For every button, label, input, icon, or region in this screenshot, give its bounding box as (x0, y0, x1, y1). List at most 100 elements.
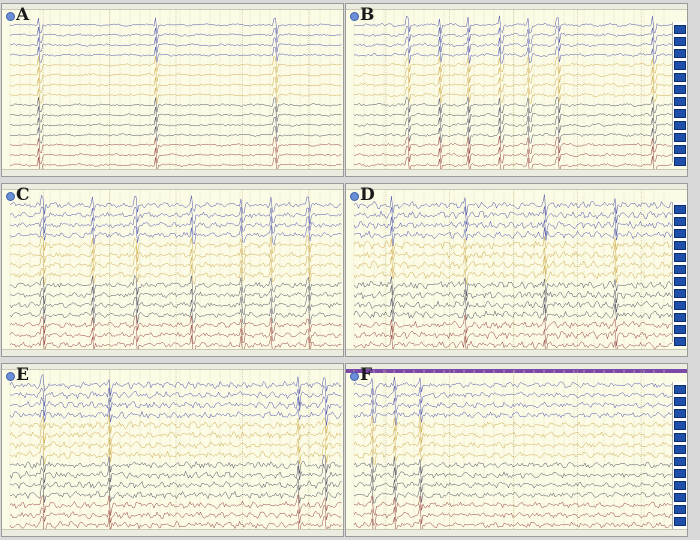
eeg-channel-trace (9, 505, 342, 524)
view-mode-icon[interactable] (6, 372, 15, 381)
eeg-channel-trace (353, 495, 673, 517)
eeg-channel-trace (353, 425, 673, 444)
view-mode-icon[interactable] (350, 192, 359, 201)
status-bar (2, 529, 343, 536)
montage-button[interactable] (674, 109, 686, 118)
montage-button[interactable] (674, 397, 686, 406)
eeg-channel-trace (9, 424, 342, 445)
eeg-channel-trace (9, 194, 342, 215)
eeg-channel-trace (10, 147, 342, 164)
status-bar (346, 529, 687, 536)
panel-label: E (16, 365, 29, 385)
eeg-channel-trace (9, 407, 342, 426)
eeg-channel-trace (9, 55, 342, 73)
montage-button[interactable] (674, 205, 686, 214)
panel-label: C (16, 185, 30, 205)
montage-button[interactable] (674, 517, 686, 526)
eeg-channel-trace (353, 156, 673, 174)
montage-button[interactable] (674, 421, 686, 430)
montage-button[interactable] (674, 253, 686, 262)
eeg-panel-a: A (1, 3, 344, 177)
montage-button[interactable] (674, 97, 686, 106)
eeg-channel-trace (353, 136, 673, 155)
eeg-channel-trace (9, 515, 342, 536)
montage-button[interactable] (674, 265, 686, 274)
eeg-channel-trace (353, 445, 673, 466)
eeg-channel-trace (353, 304, 673, 322)
eeg-channel-trace (9, 157, 342, 174)
eeg-channel-trace (353, 504, 673, 526)
montage-button[interactable] (674, 505, 686, 514)
montage-button[interactable] (674, 445, 686, 454)
view-mode-icon[interactable] (6, 12, 15, 21)
eeg-channel-trace (353, 466, 673, 483)
eeg-channel-trace (9, 76, 342, 93)
montage-button[interactable] (674, 61, 686, 70)
eeg-channel-trace (353, 216, 673, 236)
eeg-channel-trace (9, 254, 342, 275)
montage-button[interactable] (674, 49, 686, 58)
eeg-channel-trace (9, 294, 342, 316)
montage-button[interactable] (674, 313, 686, 322)
montage-button[interactable] (674, 457, 686, 466)
eeg-channel-trace (353, 398, 673, 415)
montage-button[interactable] (674, 25, 686, 34)
view-mode-icon[interactable] (350, 12, 359, 21)
montage-button[interactable] (674, 217, 686, 226)
eeg-trace-area (9, 10, 342, 174)
montage-button[interactable] (674, 145, 686, 154)
eeg-channel-trace (9, 373, 342, 396)
montage-button[interactable] (674, 289, 686, 298)
montage-button[interactable] (674, 409, 686, 418)
montage-button[interactable] (674, 469, 686, 478)
eeg-channel-trace (9, 476, 342, 492)
montage-button[interactable] (674, 85, 686, 94)
eeg-channel-trace (353, 456, 673, 476)
montage-button[interactable] (674, 37, 686, 46)
montage-button[interactable] (674, 277, 686, 286)
eeg-channel-trace (9, 315, 342, 336)
eeg-trace-area (9, 370, 342, 536)
montage-button[interactable] (674, 493, 686, 502)
eeg-channel-trace (9, 494, 342, 516)
montage-button[interactable] (674, 133, 686, 142)
eeg-channel-trace (9, 106, 342, 123)
montage-button[interactable] (674, 229, 686, 238)
montage-button[interactable] (674, 73, 686, 82)
montage-button[interactable] (674, 337, 686, 346)
eeg-channel-trace (9, 435, 342, 455)
eeg-channel-trace (353, 85, 673, 104)
eeg-channel-trace (9, 385, 342, 407)
eeg-channel-trace (10, 274, 342, 296)
eeg-channel-trace (9, 136, 342, 154)
eeg-channel-trace (353, 46, 673, 65)
eeg-channel-trace (9, 97, 342, 113)
eeg-channel-trace (9, 126, 342, 144)
montage-button[interactable] (674, 121, 686, 130)
montage-sidebar (672, 22, 687, 176)
montage-button[interactable] (674, 325, 686, 334)
eeg-channel-trace (9, 304, 342, 325)
eeg-channel-trace (353, 435, 673, 455)
eeg-channel-trace (9, 485, 342, 504)
eeg-channel-trace (353, 226, 673, 247)
eeg-panel-e: E (1, 363, 344, 537)
eeg-trace-area (353, 10, 673, 174)
eeg-panel-b: B (345, 3, 688, 177)
montage-button[interactable] (674, 433, 686, 442)
montage-button[interactable] (674, 157, 686, 166)
eeg-channel-trace (9, 17, 342, 34)
eeg-channel-trace (353, 255, 673, 275)
montage-button[interactable] (674, 301, 686, 310)
eeg-channel-trace (9, 27, 342, 44)
montage-button[interactable] (674, 385, 686, 394)
eeg-channel-trace (9, 225, 342, 246)
montage-button[interactable] (674, 241, 686, 250)
view-mode-icon[interactable] (6, 192, 15, 201)
eeg-channel-trace (353, 26, 673, 44)
eeg-channel-trace (9, 285, 342, 306)
eeg-channel-trace (354, 76, 673, 95)
view-mode-icon[interactable] (350, 372, 359, 381)
eeg-channel-trace (353, 475, 673, 493)
montage-button[interactable] (674, 481, 686, 490)
